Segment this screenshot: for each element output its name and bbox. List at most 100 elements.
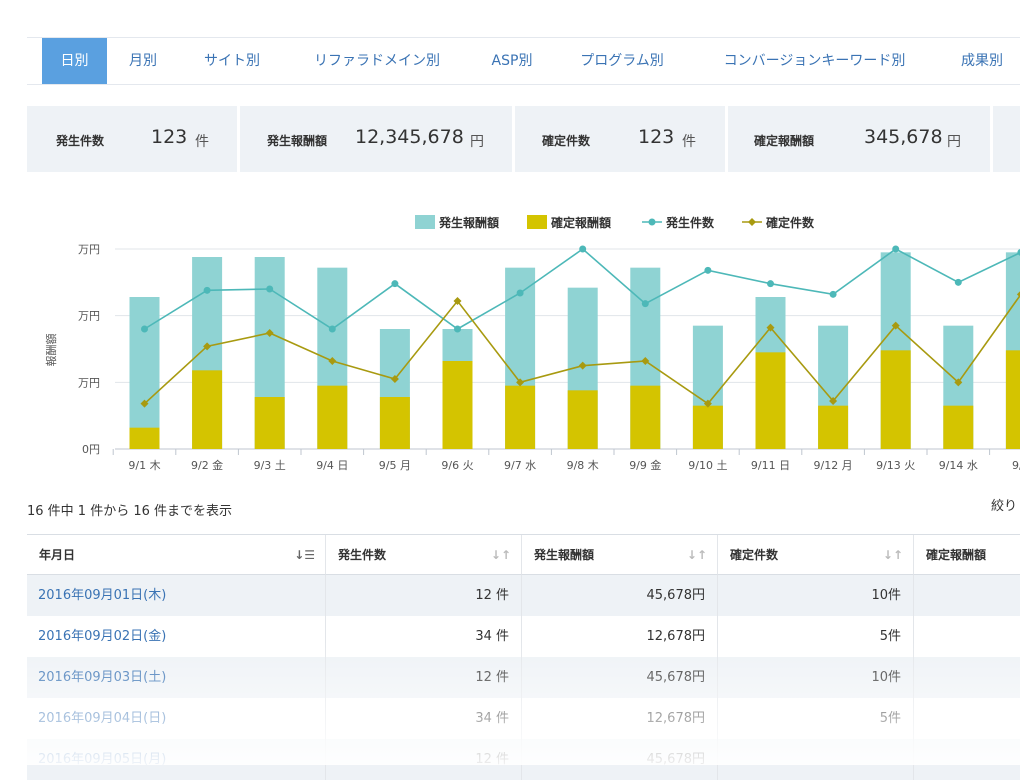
column-header-occurred-reward[interactable]: 発生報酬額 ↓↑ [522, 535, 718, 575]
x-tick-label: 9/11 日 [751, 459, 790, 472]
confirmed-reward-cell [914, 616, 1020, 657]
table-row: 2016年09月01日(木) 12 件 45,678円 10件 [27, 575, 1020, 616]
confirmed-count-cell: 5件 [718, 616, 914, 657]
x-tick-label: 9/8 木 [567, 459, 599, 472]
table-row: 2016年09月05日(月) 12 件 45,678円 [27, 739, 1020, 780]
summary-unit: 円 [947, 131, 961, 151]
y-tick-label: 0円 [82, 443, 100, 456]
tab-by-site[interactable]: サイト別 [192, 38, 272, 84]
tab-by-asp[interactable]: ASP別 [482, 38, 542, 84]
bar-confirmed-reward [756, 352, 786, 449]
legend-marker [649, 219, 656, 226]
point-occurred-count [830, 291, 837, 298]
date-link[interactable]: 2016年09月05日(月) [27, 739, 326, 780]
confirmed-count-cell: 10件 [718, 657, 914, 698]
legend-label: 発生件数 [665, 215, 715, 230]
sort-desc-icon[interactable]: ↓☰ [294, 535, 315, 575]
legend-label: 確定件数 [766, 215, 815, 230]
point-occurred-count [454, 326, 461, 333]
x-tick-label: 9/3 土 [254, 459, 286, 472]
x-tick-label: 9/10 土 [688, 459, 727, 472]
bar-confirmed-reward [568, 390, 598, 449]
x-tick-label: 9/14 水 [939, 459, 978, 472]
bar-occurred-reward [130, 297, 160, 449]
column-header-confirmed-reward[interactable]: 確定報酬額 [914, 535, 1020, 575]
summary-value: 123 [638, 126, 674, 148]
bar-confirmed-reward [818, 406, 848, 449]
point-occurred-count [767, 280, 774, 287]
occurred-count-cell: 34 件 [326, 616, 522, 657]
summary-value: 123 [151, 126, 187, 148]
occurred-count-cell: 12 件 [326, 739, 522, 780]
point-occurred-count [642, 300, 649, 307]
occurred-reward-cell: 12,678円 [522, 616, 718, 657]
x-tick-label: 9/9 金 [629, 458, 661, 472]
column-header-label: 発生報酬額 [534, 548, 594, 562]
tab-daily[interactable]: 日別 [42, 38, 107, 84]
x-tick-label: 9/12 月 [813, 459, 852, 472]
bar-confirmed-reward [380, 397, 410, 449]
tab-by-result[interactable]: 成果別 [952, 38, 1012, 84]
tab-bar: 日別 月別 サイト別 リファラドメイン別 ASP別 プログラム別 コンバージョン… [27, 37, 1020, 85]
summary-unit: 件 [682, 131, 696, 151]
confirmed-reward-cell [914, 739, 1020, 780]
legend-label: 発生報酬額 [438, 215, 499, 230]
confirmed-count-cell [718, 739, 914, 780]
confirmed-reward-cell [914, 657, 1020, 698]
occurred-count-cell: 34 件 [326, 698, 522, 739]
point-occurred-count [141, 326, 148, 333]
bar-confirmed-reward [881, 350, 911, 449]
bar-confirmed-reward [443, 361, 473, 449]
point-occurred-count [517, 290, 524, 297]
summary-label: 発生件数 [56, 132, 104, 149]
date-link[interactable]: 2016年09月04日(日) [27, 698, 326, 739]
legend-swatch [415, 215, 435, 229]
date-link[interactable]: 2016年09月03日(土) [27, 657, 326, 698]
summary-box-occurred-reward: 発生報酬額 12,345,678 円 [240, 106, 512, 172]
column-header-confirmed-count[interactable]: 確定件数 ↓↑ [718, 535, 914, 575]
occurred-reward-cell: 12,678円 [522, 698, 718, 739]
x-tick-label: 9/6 火 [441, 459, 473, 472]
y-tick-label: 万円 [78, 310, 100, 323]
tab-by-referrer-domain[interactable]: リファラドメイン別 [302, 38, 452, 84]
summary-value: 12,345,678 [355, 126, 464, 148]
date-link[interactable]: 2016年09月01日(木) [27, 575, 326, 616]
point-occurred-count [266, 286, 273, 293]
table-row: 2016年09月02日(金) 34 件 12,678円 5件 [27, 616, 1020, 657]
summary-box-occurred-count: 発生件数 123 件 [27, 106, 237, 172]
x-tick-label: 9/1 [1012, 459, 1020, 472]
summary-box-confirmed-count: 確定件数 123 件 [515, 106, 725, 172]
bar-confirmed-reward [1006, 350, 1020, 449]
table-info: 16 件中 1 件から 16 件までを表示 [27, 500, 232, 519]
summary-box-confirmed-reward: 確定報酬額 345,678 円 [728, 106, 990, 172]
filter-label: 絞り [991, 495, 1017, 514]
tab-by-program[interactable]: プログラム別 [567, 38, 677, 84]
bar-confirmed-reward [693, 406, 723, 449]
sort-icon[interactable]: ↓↑ [491, 535, 511, 575]
legend-marker [748, 218, 756, 226]
bar-confirmed-reward [505, 386, 535, 449]
column-header-label: 発生件数 [338, 548, 386, 562]
occurred-reward-cell: 45,678円 [522, 739, 718, 780]
column-header-occurred-count[interactable]: 発生件数 ↓↑ [326, 535, 522, 575]
sort-icon[interactable]: ↓↑ [687, 535, 707, 575]
tab-monthly[interactable]: 月別 [113, 38, 173, 84]
confirmed-count-cell: 5件 [718, 698, 914, 739]
x-tick-label: 9/5 月 [379, 459, 411, 472]
point-occurred-count [892, 246, 899, 253]
legend-label: 確定報酬額 [551, 215, 611, 230]
legend-swatch [527, 215, 547, 229]
point-occurred-count [955, 279, 962, 286]
sort-icon[interactable]: ↓↑ [883, 535, 903, 575]
point-occurred-count [329, 326, 336, 333]
column-header-label: 確定報酬額 [926, 548, 986, 562]
occurred-count-cell: 12 件 [326, 575, 522, 616]
point-occurred-count [579, 246, 586, 253]
column-header-date[interactable]: 年月日 ↓☰ [27, 535, 326, 575]
summary-box-partial [993, 106, 1020, 172]
x-tick-label: 9/13 火 [876, 459, 915, 472]
confirmed-reward-cell [914, 575, 1020, 616]
date-link[interactable]: 2016年09月02日(金) [27, 616, 326, 657]
tab-by-conversion-keyword[interactable]: コンバージョンキーワード別 [707, 38, 922, 84]
